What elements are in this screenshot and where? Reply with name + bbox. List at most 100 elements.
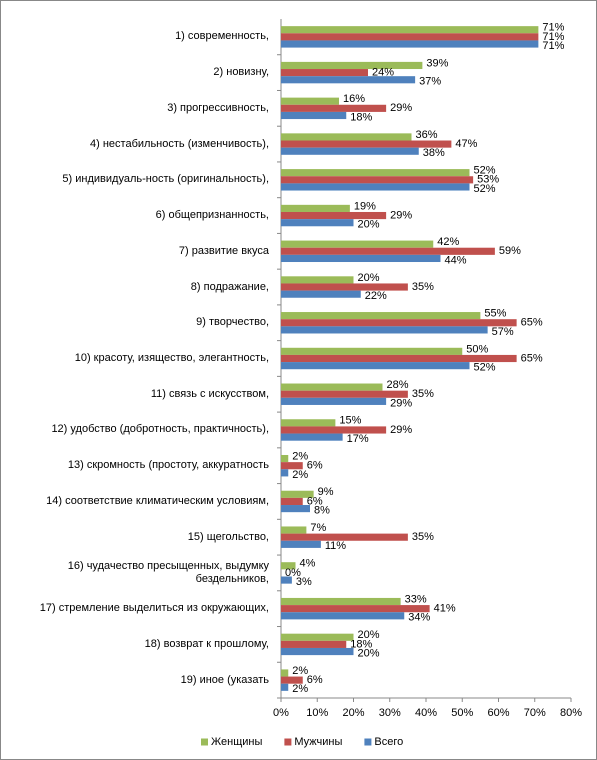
y-tick-label: 12) удобство (добротность, практичность)… (51, 423, 269, 436)
x-tick-label: 20% (342, 707, 364, 719)
value-label: 9% (318, 486, 334, 498)
bar (281, 176, 474, 184)
value-label: 6% (307, 460, 323, 472)
value-label: 42% (437, 236, 459, 248)
bar (281, 433, 343, 441)
x-tick-label: 30% (379, 707, 401, 719)
bar (281, 240, 434, 248)
bar (281, 354, 517, 363)
legend-label: Женщины (211, 736, 262, 748)
value-label: 71% (542, 22, 564, 34)
bar (281, 490, 314, 498)
y-tick-label: 14) соответствие климатическим условиям, (46, 494, 269, 507)
bar (281, 397, 387, 405)
bar (281, 319, 517, 327)
y-tick-label: 6) общепризнанность, (155, 209, 269, 222)
bar (281, 462, 303, 470)
value-label: 15% (339, 415, 361, 427)
bar (281, 647, 354, 656)
value-label: 20% (358, 629, 380, 641)
value-label: 34% (408, 612, 430, 624)
bar (281, 347, 463, 355)
value-label: 37% (419, 76, 441, 88)
bar (281, 576, 292, 584)
legend-swatch (284, 738, 292, 746)
bar (281, 169, 470, 177)
value-label: 52% (474, 183, 496, 195)
y-tick-label: 8) подражание, (190, 280, 269, 293)
value-label: 52% (474, 165, 496, 177)
x-tick-label: 40% (415, 707, 437, 719)
y-tick-label: 1) современность, (175, 30, 269, 43)
value-label: 20% (358, 647, 380, 659)
value-label: 28% (387, 379, 409, 391)
legend-swatch (201, 738, 208, 746)
bar (281, 283, 408, 291)
value-label: 65% (521, 317, 543, 329)
legend-swatch (364, 738, 372, 746)
value-label: 36% (416, 129, 438, 141)
bar (281, 640, 347, 648)
bar (281, 26, 539, 34)
x-tick-label: 60% (487, 707, 509, 719)
bar (281, 612, 405, 620)
y-tick-label: 15) щегольство, (187, 530, 269, 543)
bar (281, 111, 347, 120)
legend-label: Всего (374, 736, 403, 748)
value-label: 59% (499, 245, 521, 257)
bar (281, 312, 481, 320)
value-label: 29% (390, 102, 412, 114)
bar (281, 497, 303, 506)
bar (281, 383, 383, 391)
bar (281, 505, 310, 513)
y-tick-label: 7) развитие вкуса (178, 244, 269, 257)
bar (281, 540, 321, 548)
value-label: 53% (477, 174, 499, 186)
value-label: 55% (484, 308, 506, 320)
value-label: 29% (390, 424, 412, 436)
x-tick-label: 0% (273, 707, 289, 719)
bar (281, 454, 289, 463)
bar (281, 562, 296, 570)
bar (281, 204, 350, 212)
bar (281, 33, 539, 41)
bar (281, 97, 339, 105)
bar (281, 104, 387, 112)
bar (281, 254, 441, 263)
value-label: 6% (307, 674, 323, 686)
bar (281, 676, 303, 684)
x-tick-label: 80% (560, 707, 582, 719)
bar (281, 147, 419, 155)
value-label: 2% (292, 469, 308, 481)
value-label: 18% (350, 111, 372, 123)
y-tick-label: 11) связь с искусством, (150, 387, 269, 400)
value-label: 52% (474, 362, 496, 374)
value-label: 2% (292, 450, 308, 462)
value-label: 33% (405, 593, 427, 605)
bar (281, 419, 336, 427)
value-label: 8% (314, 505, 330, 517)
bar (281, 183, 470, 191)
value-label: 7% (310, 522, 326, 534)
value-label: 44% (445, 254, 467, 266)
y-tick-label: 18) возврат к прошлому, (144, 637, 269, 650)
value-label: 65% (521, 352, 543, 364)
bar (281, 140, 452, 148)
bar (281, 211, 387, 220)
y-tick-label: 5) индивидуаль-ность (оригинальность), (62, 173, 269, 186)
y-tick-label: 17) стремление выделиться из окружающих, (39, 602, 269, 615)
legend-label: Мужчины (294, 736, 342, 748)
y-tick-label: 3) прогрессивность, (167, 101, 269, 114)
bar (281, 390, 408, 398)
value-label: 38% (423, 147, 445, 159)
bar (281, 426, 387, 434)
bar (281, 133, 412, 141)
value-label: 57% (492, 326, 514, 338)
bar (281, 669, 289, 677)
value-label: 71% (542, 31, 564, 43)
bar (281, 597, 401, 606)
value-label: 41% (434, 603, 456, 615)
x-tick-label: 70% (524, 707, 546, 719)
bar (281, 219, 354, 227)
